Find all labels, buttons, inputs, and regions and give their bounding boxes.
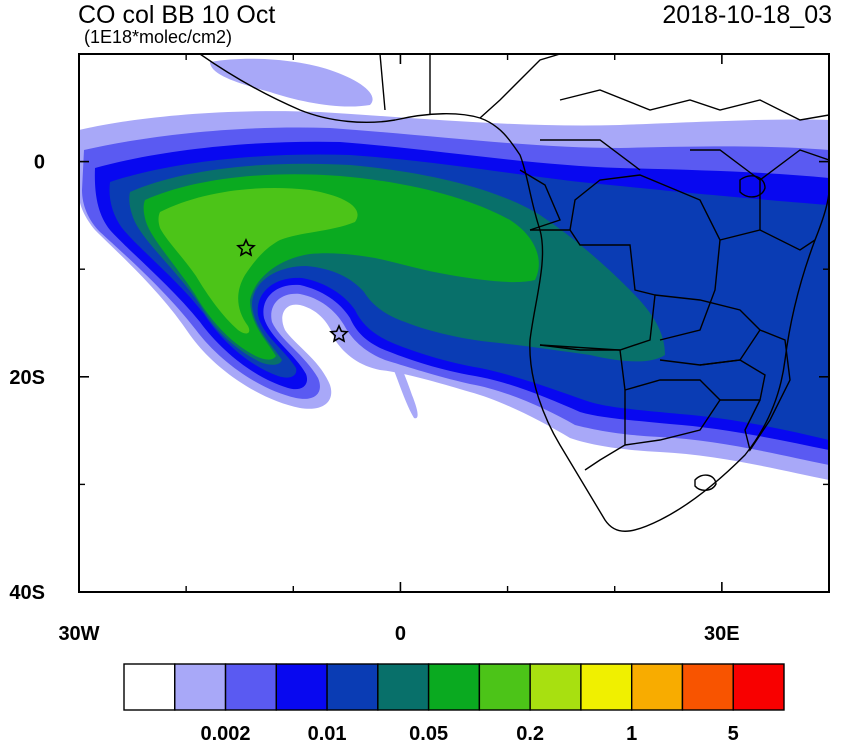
colorbar-swatch bbox=[174, 663, 227, 711]
border-mozambique bbox=[744, 329, 791, 452]
colorbar-label: 1 bbox=[626, 723, 637, 745]
colorbar-label: 0.2 bbox=[516, 723, 544, 745]
x-tick-label: 30W bbox=[58, 623, 99, 645]
border-drc bbox=[569, 174, 721, 341]
colorbar-swatch bbox=[478, 663, 531, 711]
co-level-0002-north bbox=[210, 58, 373, 107]
colorbar: 0.002 0.01 0.05 0.2 1 5 bbox=[123, 663, 785, 745]
star-marker-1 bbox=[236, 238, 256, 257]
lake-victoria bbox=[739, 175, 766, 198]
colorbar-swatch bbox=[275, 663, 328, 711]
co-column-field bbox=[79, 54, 829, 532]
lesotho bbox=[694, 474, 717, 491]
units-label: (1E18*molec/cm2) bbox=[84, 27, 233, 47]
africa-coastline bbox=[199, 54, 829, 532]
y-tick-label: 0 bbox=[34, 152, 45, 174]
colorbar-swatch bbox=[732, 663, 785, 711]
timestamp-label: 2018-10-18_03 bbox=[662, 1, 832, 29]
x-tick-label: 0 bbox=[395, 623, 406, 645]
y-tick-label: 40S bbox=[9, 582, 45, 604]
plot-frame bbox=[78, 53, 830, 593]
x-tick-label: 30E bbox=[704, 623, 740, 645]
border-kenya bbox=[759, 149, 829, 230]
colorbar-swatch bbox=[427, 663, 481, 711]
colorbar-swatch bbox=[377, 663, 430, 711]
colorbar-swatch bbox=[326, 663, 379, 711]
border-angola bbox=[530, 229, 656, 351]
star-marker-2 bbox=[329, 324, 349, 343]
coastlines-borders bbox=[199, 54, 829, 532]
co-level-02 bbox=[158, 188, 358, 334]
border-namibia bbox=[539, 344, 626, 471]
colorbar-swatch bbox=[224, 663, 278, 711]
colorbar-label: 0.05 bbox=[409, 723, 448, 745]
colorbar-swatch bbox=[529, 663, 582, 711]
map-title: CO col BB 10 Oct bbox=[78, 1, 276, 29]
y-tick-label: 20S bbox=[9, 367, 45, 389]
colorbar-swatch bbox=[681, 663, 734, 711]
border-sahel bbox=[379, 54, 829, 121]
border-tanzania bbox=[719, 229, 816, 251]
border-central bbox=[540, 139, 761, 181]
colorbar-swatch bbox=[123, 663, 176, 711]
axis-ticks: 30W 0 30E 0 20S 40S bbox=[9, 53, 830, 645]
border-congo bbox=[519, 169, 561, 231]
colorbar-label: 5 bbox=[728, 723, 739, 745]
colorbar-label: 0.002 bbox=[201, 723, 251, 745]
border-zimbabwe bbox=[699, 359, 766, 401]
colorbar-swatch bbox=[630, 663, 684, 711]
colorbar-label: 0.01 bbox=[308, 723, 347, 745]
star-markers bbox=[236, 238, 349, 343]
colorbar-swatch bbox=[580, 663, 633, 711]
